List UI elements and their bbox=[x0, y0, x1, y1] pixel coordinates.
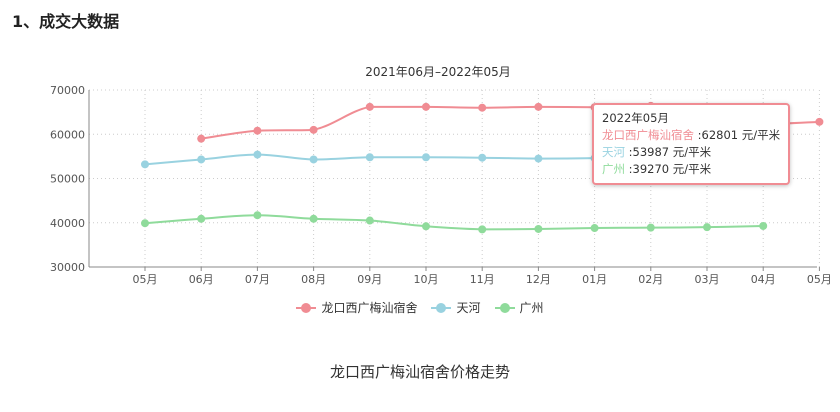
legend-marker-icon bbox=[296, 302, 317, 313]
tooltip-row-value: 53987 bbox=[632, 145, 670, 159]
data-point bbox=[422, 102, 430, 111]
x-tick-label: 11月 bbox=[470, 273, 495, 286]
x-tick-label: 07月 bbox=[245, 273, 270, 286]
data-point bbox=[422, 222, 430, 231]
y-tick-label: 70000 bbox=[50, 84, 85, 97]
legend-item-longkou[interactable]: 龙口西广梅汕宿舍 bbox=[296, 299, 417, 316]
tooltip-sep: : bbox=[625, 145, 633, 159]
y-tick-label: 40000 bbox=[50, 217, 85, 230]
tooltip-row-value: 62801 bbox=[701, 128, 739, 142]
data-point bbox=[197, 155, 206, 164]
axes bbox=[88, 90, 820, 271]
data-point bbox=[197, 214, 206, 223]
data-point bbox=[309, 155, 318, 164]
x-tick-label: 05月 bbox=[807, 273, 832, 286]
tooltip-row-unit: 元/平米 bbox=[672, 162, 712, 176]
x-tick-label: 02月 bbox=[638, 273, 663, 286]
data-point bbox=[365, 153, 374, 162]
legend-item-guangzhou[interactable]: 广州 bbox=[494, 299, 544, 316]
x-tick-label: 06月 bbox=[189, 273, 214, 286]
data-point bbox=[365, 216, 374, 225]
data-point bbox=[703, 223, 711, 232]
data-point bbox=[590, 224, 599, 233]
data-point bbox=[365, 102, 374, 111]
data-point bbox=[422, 153, 430, 162]
data-point bbox=[309, 214, 318, 223]
data-point bbox=[534, 154, 543, 163]
data-point bbox=[141, 160, 149, 169]
ticks: 30000 40000 50000 60000 70000 05月 06月 07月 08月 09月… bbox=[50, 84, 832, 286]
data-point bbox=[141, 219, 149, 228]
legend-marker-icon bbox=[494, 302, 515, 313]
legend-label: 广州 bbox=[519, 301, 544, 315]
tooltip-row-name: 广州 bbox=[602, 162, 625, 176]
data-point bbox=[253, 150, 262, 159]
tooltip-row-guangzhou: 广州 :39270 元/平米 bbox=[602, 161, 780, 178]
x-tick-label: 10月 bbox=[414, 273, 439, 286]
data-point bbox=[534, 224, 543, 233]
tooltip-row-unit: 元/平米 bbox=[672, 145, 712, 159]
x-tick-label: 01月 bbox=[582, 273, 607, 286]
data-point bbox=[478, 225, 487, 234]
legend: 龙口西广梅汕宿舍 天河 广州 bbox=[0, 299, 840, 316]
data-point bbox=[253, 211, 262, 220]
legend-label: 天河 bbox=[456, 301, 481, 315]
tooltip-row-name: 龙口西广梅汕宿舍 bbox=[602, 128, 694, 142]
tooltip-sep: : bbox=[625, 162, 633, 176]
data-point bbox=[478, 153, 487, 162]
tooltip-date: 2022年05月 bbox=[602, 111, 669, 125]
tooltip-row-value: 39270 bbox=[632, 162, 670, 176]
data-point bbox=[478, 103, 487, 112]
chart-title: 2021年06月–2022年05月 bbox=[365, 65, 511, 79]
data-point bbox=[534, 102, 543, 111]
data-point bbox=[815, 117, 824, 126]
chart-caption: 龙口西广梅汕宿舍价格走势 bbox=[329, 363, 510, 381]
data-point bbox=[253, 126, 262, 135]
legend-item-tianhe[interactable]: 天河 bbox=[431, 299, 481, 316]
y-tick-label: 60000 bbox=[50, 128, 85, 141]
x-tick-label: 03月 bbox=[695, 273, 720, 286]
x-tick-label: 12月 bbox=[526, 273, 551, 286]
data-point bbox=[197, 134, 206, 143]
y-tick-label: 30000 bbox=[50, 261, 85, 274]
x-tick-label: 09月 bbox=[357, 273, 382, 286]
section-title: 1、成交大数据 bbox=[12, 12, 120, 31]
y-tick-label: 50000 bbox=[50, 173, 85, 186]
data-point bbox=[759, 221, 768, 230]
legend-label: 龙口西广梅汕宿舍 bbox=[321, 301, 418, 315]
legend-marker-icon bbox=[431, 302, 452, 313]
data-point bbox=[646, 223, 655, 232]
series-line-2 bbox=[144, 214, 764, 231]
x-tick-label: 04月 bbox=[751, 273, 776, 286]
tooltip-row-tianhe: 天河 :53987 元/平米 bbox=[602, 144, 780, 161]
x-tick-label: 05月 bbox=[133, 273, 158, 286]
hover-tooltip: 2022年05月 龙口西广梅汕宿舍 :62801 元/平米 天河 :53987 … bbox=[592, 103, 791, 185]
tooltip-row-longkou: 龙口西广梅汕宿舍 :62801 元/平米 bbox=[602, 127, 780, 144]
tooltip-sep: : bbox=[694, 128, 702, 142]
x-tick-label: 08月 bbox=[301, 273, 326, 286]
tooltip-row-name: 天河 bbox=[602, 145, 625, 159]
tooltip-row-unit: 元/平米 bbox=[741, 128, 781, 142]
data-point bbox=[309, 125, 318, 134]
